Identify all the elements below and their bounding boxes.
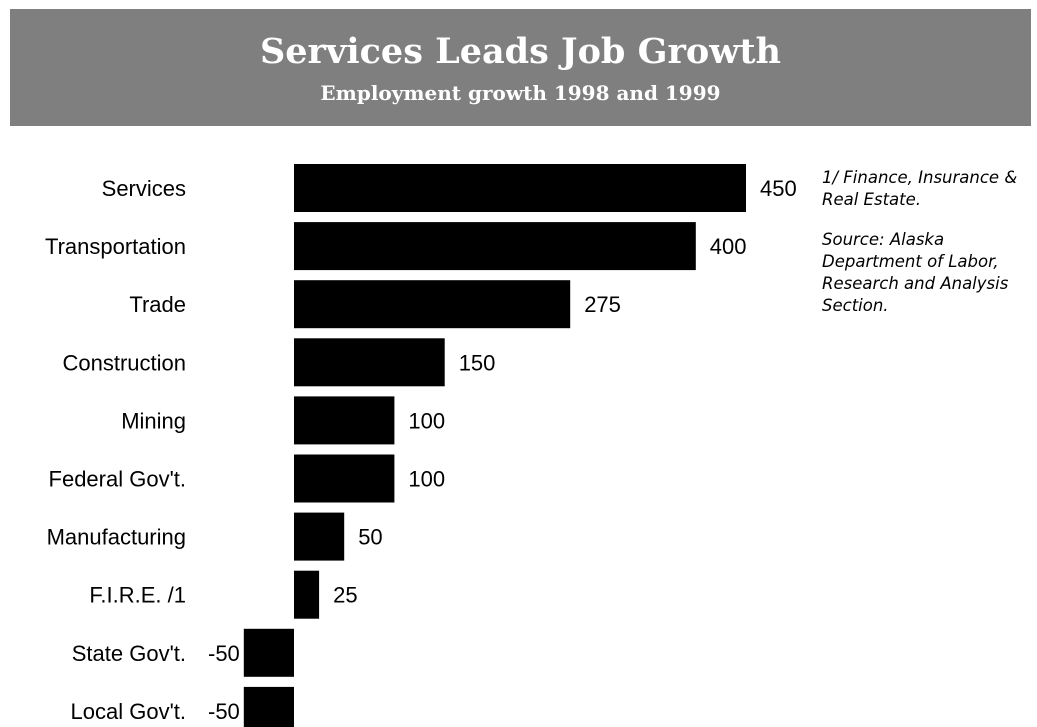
category-label: Trade <box>129 292 186 317</box>
bar-construction <box>294 338 445 387</box>
category-label: Mining <box>121 408 186 433</box>
chart-title: Services Leads Job Growth <box>260 31 781 72</box>
category-label: Manufacturing <box>47 525 186 550</box>
bar-mining <box>294 396 395 445</box>
category-label: Local Gov't. <box>71 699 186 724</box>
value-label: 150 <box>459 350 496 375</box>
value-label: -50 <box>208 699 240 724</box>
bar-transportation <box>294 222 696 271</box>
bar-federal-gov-t <box>294 454 395 503</box>
value-label: 25 <box>333 583 357 608</box>
category-label: Construction <box>62 350 186 375</box>
value-label: 100 <box>408 408 445 433</box>
chart-subtitle: Employment growth 1998 and 1999 <box>320 81 721 105</box>
category-label: Federal Gov't. <box>49 467 186 492</box>
value-label: 400 <box>710 234 747 259</box>
bar-f-i-r-e-1 <box>294 570 320 619</box>
bar-state-gov-t <box>243 628 294 677</box>
bar-services <box>294 164 746 212</box>
category-label: Transportation <box>45 234 186 259</box>
value-label: 275 <box>584 292 621 317</box>
value-label: -50 <box>208 641 240 666</box>
chart-header: Services Leads Job Growth Employment gro… <box>10 9 1031 126</box>
source-note: Source: Alaska Department of Labor, Rese… <box>822 230 1009 315</box>
footnote: 1/ Finance, Insurance & Real Estate. <box>822 168 1018 209</box>
chart-notes: 1/ Finance, Insurance & Real Estate. Sou… <box>822 167 1032 335</box>
bar-trade <box>294 280 571 329</box>
category-label: State Gov't. <box>72 641 186 666</box>
category-label: Services <box>102 176 186 201</box>
category-label: F.I.R.E. /1 <box>89 583 186 608</box>
bar-manufacturing <box>294 512 345 561</box>
value-label: 50 <box>358 525 382 550</box>
value-label: 450 <box>760 176 797 201</box>
bar-local-gov-t <box>243 686 294 727</box>
value-label: 100 <box>408 467 445 492</box>
